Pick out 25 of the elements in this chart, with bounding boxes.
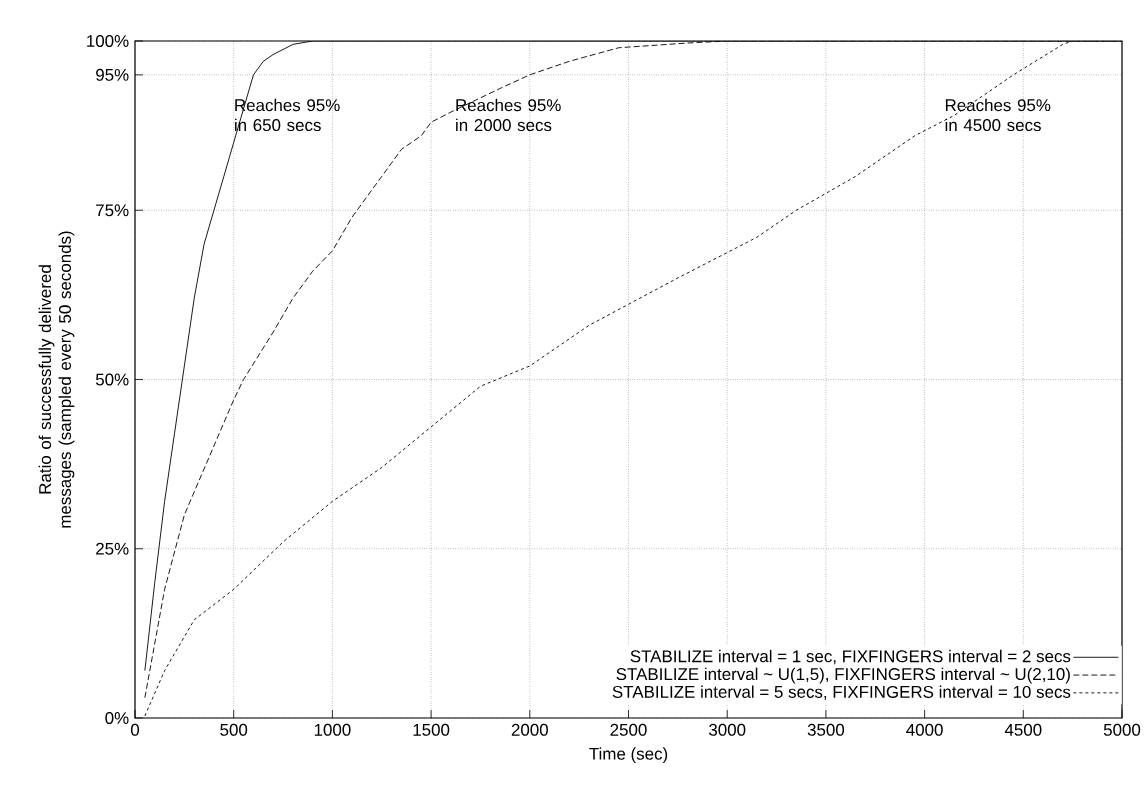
legend-label: STABILIZE interval ~ U(1,5), FIXFINGERS interval ~ U(2,10)	[616, 667, 1070, 684]
x-tick-label: 1500	[413, 723, 450, 736]
x-tick-label: 4500	[1004, 723, 1042, 736]
x-axis-title: Time (sec)	[589, 747, 668, 764]
y-tick-label: 50%	[95, 373, 129, 386]
y-tick-label: 25%	[96, 542, 129, 555]
y-tick-label: 95%	[96, 68, 129, 81]
x-tick-label: 2000	[511, 723, 548, 736]
x-tick-label: 500	[220, 723, 248, 736]
x-tick-label: 4000	[906, 723, 943, 736]
y-tick-label: 100%	[87, 34, 129, 47]
annotation: Reaches 95% in 4500 secs	[945, 98, 1051, 132]
x-tick-label: 0	[130, 723, 140, 736]
y-tick-label: 75%	[96, 204, 129, 217]
y-tick-label: 0%	[105, 712, 129, 724]
x-tick-label: 2500	[610, 723, 647, 736]
x-tick-label: 5000	[1103, 723, 1141, 736]
y-axis-title: Ratio of successfully delivered messages (sampled every 50 seconds)	[38, 231, 75, 528]
x-tick-label: 3000	[709, 723, 746, 736]
legend-label: STABILIZE interval = 1 sec, FIXFINGERS interval = 2 secs	[630, 649, 1071, 665]
legend-label: STABILIZE interval = 5 secs, FIXFINGERS interval = 10 secs	[612, 685, 1071, 700]
x-tick-label: 1000	[314, 723, 351, 736]
annotation: Reaches 95% in 2000 secs	[456, 98, 561, 132]
x-tick-label: 3500	[807, 723, 845, 736]
annotation: Reaches 95% in 650 secs	[235, 98, 340, 132]
